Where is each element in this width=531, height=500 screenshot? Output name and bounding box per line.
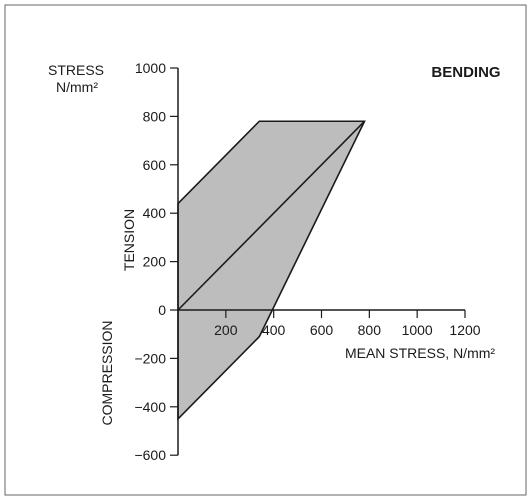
x-tick-label-0: 200 — [214, 322, 238, 338]
y-tick-label-1: 800 — [143, 108, 167, 124]
chart-title: BENDING — [431, 64, 500, 81]
y-tick-label-2: 600 — [143, 157, 167, 173]
x-tick-label-5: 1200 — [449, 322, 480, 338]
y-tick-label-4: 200 — [143, 254, 167, 270]
y-tick-label-3: 400 — [143, 205, 167, 221]
tension-label: TENSION — [121, 209, 137, 271]
y-tick-label-0: 1000 — [135, 60, 166, 76]
x-tick-label-4: 1000 — [402, 322, 433, 338]
compression-label: COMPRESSION — [99, 320, 115, 425]
y-axis-label-line-1: STRESS — [48, 62, 104, 78]
x-tick-label-1: 400 — [262, 322, 286, 338]
y-axis-label-line-2: N/mm² — [56, 79, 98, 95]
x-tick-label-2: 600 — [310, 322, 334, 338]
x-tick-label-3: 800 — [358, 322, 382, 338]
x-axis-label: MEAN STRESS, N/mm² — [345, 345, 495, 361]
y-tick-label-6: −200 — [134, 350, 166, 366]
y-tick-label-8: −600 — [134, 447, 166, 463]
y-tick-label-7: −400 — [134, 399, 166, 415]
y-tick-label-5: 0 — [158, 302, 166, 318]
